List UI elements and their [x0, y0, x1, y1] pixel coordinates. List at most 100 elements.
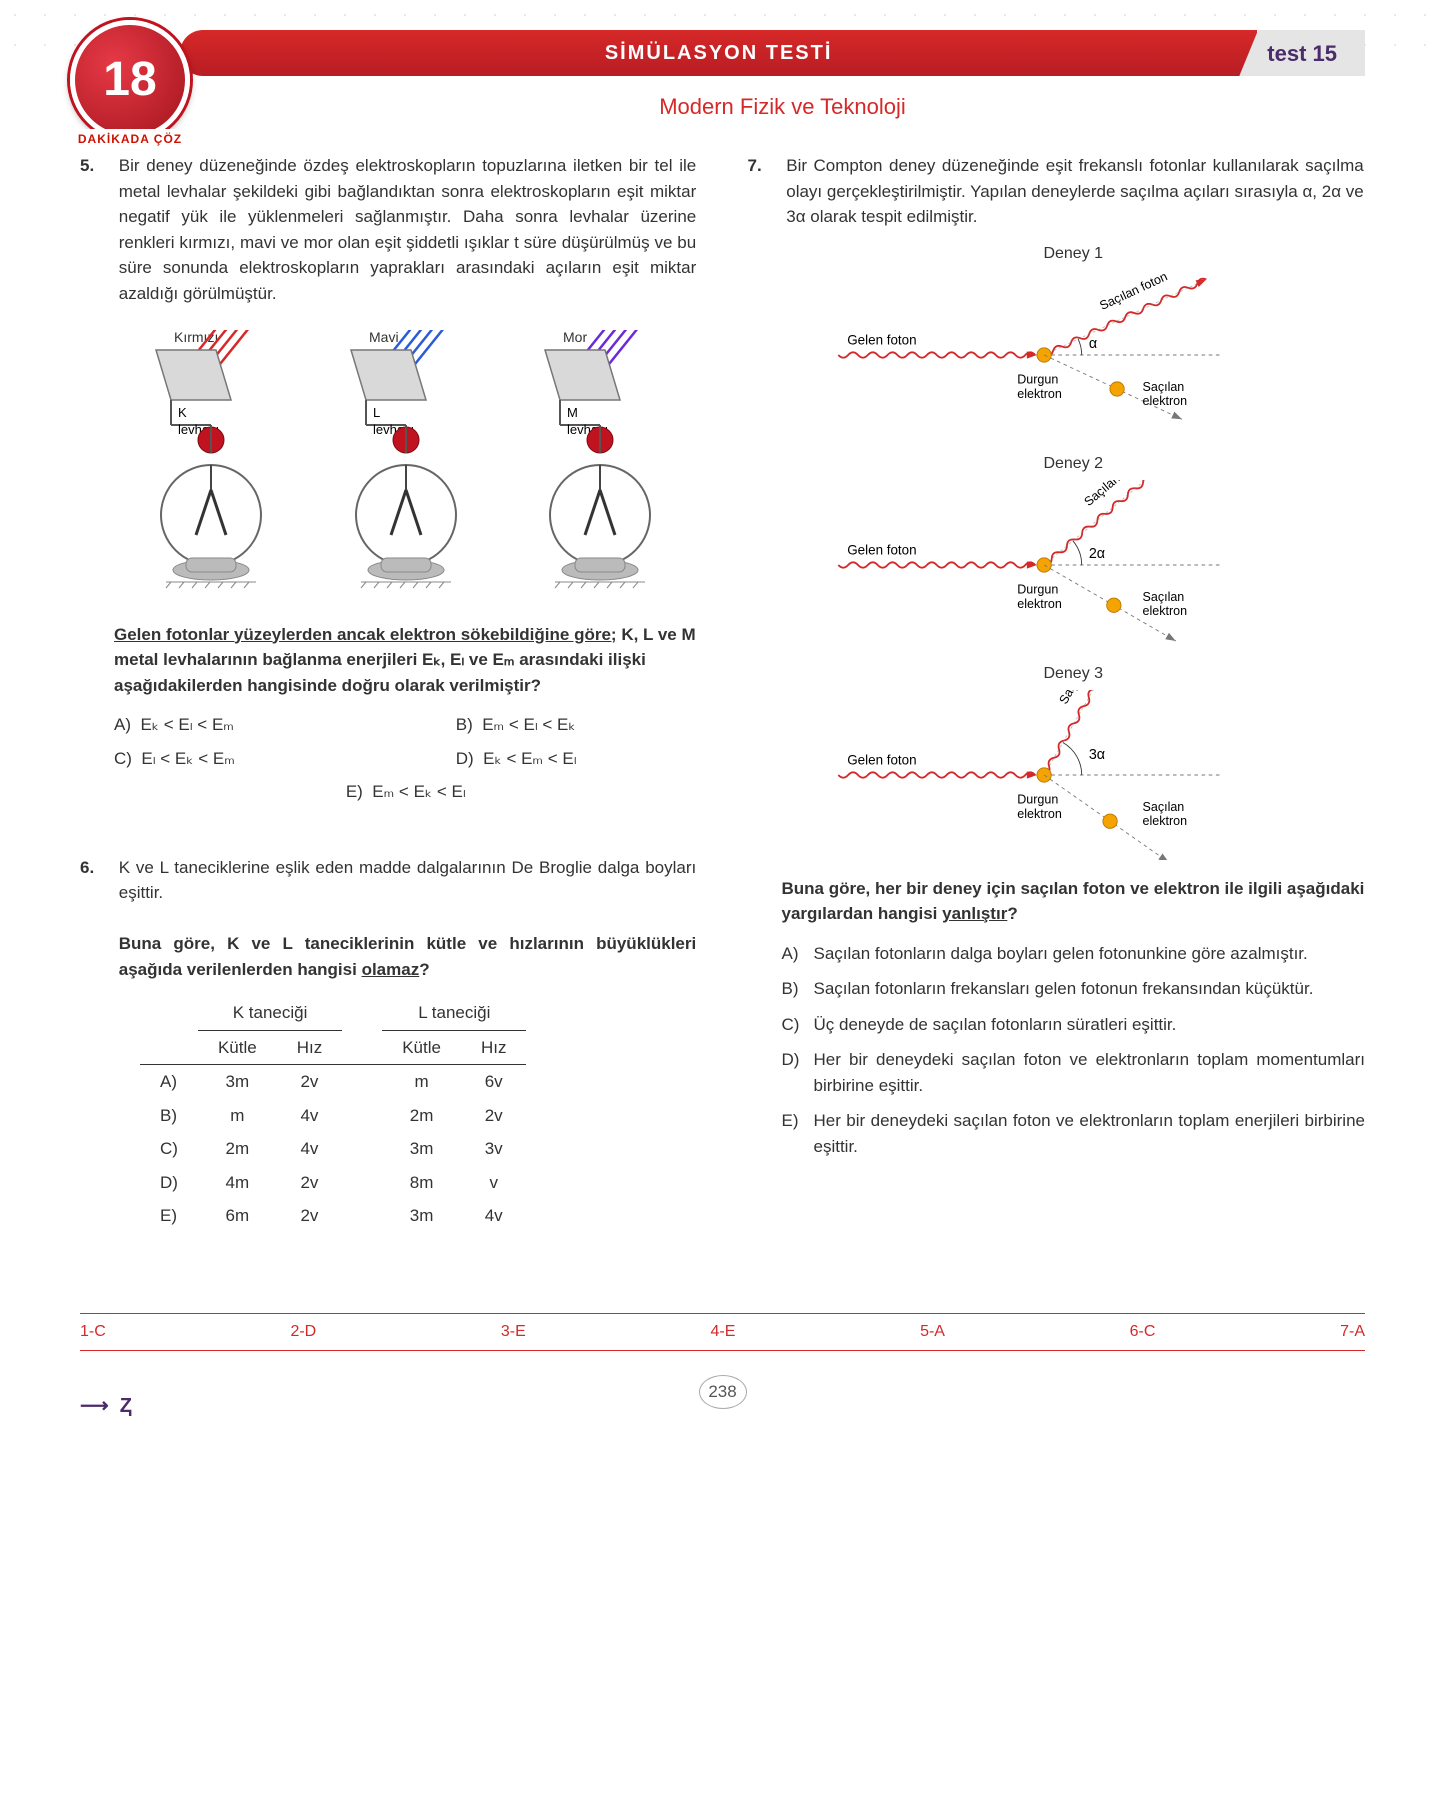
- q7-number: 7.: [748, 153, 782, 179]
- svg-text:M: M: [567, 405, 578, 420]
- q7-body: Bir Compton deney düzeneğinde eşit freka…: [786, 153, 1364, 230]
- group-k: K taneciği: [198, 996, 342, 1030]
- answer-key-item: 3-E: [501, 1320, 526, 1344]
- svg-text:Saçılan foton: Saçılan foton: [1097, 270, 1169, 313]
- q7-opt-c-text: Üç deneyde de saçılan fotonların süratle…: [814, 1012, 1177, 1038]
- svg-text:Durgun: Durgun: [1017, 582, 1058, 596]
- table-row: E) 6m2v 3m4v: [140, 1199, 526, 1233]
- svg-text:Gelen foton: Gelen foton: [847, 332, 916, 347]
- q7-opt-a: A)Saçılan fotonların dalga boyları gelen…: [782, 941, 1366, 967]
- q5-text: Bir deney düzeneğinde özdeş elektroskopl…: [119, 156, 697, 303]
- svg-text:Gelen foton: Gelen foton: [847, 542, 916, 557]
- q7-text: Bir Compton deney düzeneğinde eşit freka…: [786, 156, 1364, 226]
- q7-opt-d-text: Her bir deneydeki saçılan foton ve elekt…: [814, 1047, 1366, 1098]
- badge-circle: 18 DAKİKADA ÇÖZ: [70, 20, 190, 140]
- group-l: L taneciği: [382, 996, 526, 1030]
- answer-key-item: 6-C: [1130, 1320, 1156, 1344]
- q7-opt-e: E)Her bir deneydeki saçılan foton ve ele…: [782, 1108, 1366, 1159]
- q5-opt-b-text: Eₘ < Eₗ < Eₖ: [482, 715, 575, 734]
- page-header: 18 DAKİKADA ÇÖZ SİMÜLASYON TESTİ test 15…: [80, 30, 1365, 123]
- col-1: Hız: [277, 1030, 343, 1065]
- question-5: 5. Bir deney düzeneğinde özdeş elektrosk…: [80, 153, 698, 805]
- q5-opt-e: E) Eₘ < Eₖ < Eₗ: [114, 779, 698, 805]
- q6-prompt-u: olamaz: [362, 960, 420, 979]
- compton-title: Deney 3: [782, 662, 1366, 686]
- compton-title: Deney 1: [782, 242, 1366, 266]
- compton-diagram: Gelen foton Saçılan foton 2α Durgun elek…: [782, 480, 1366, 650]
- q6-table: K taneciği L taneciği Kütle Hız Kütle Hı…: [140, 996, 526, 1233]
- svg-text:Saçılan: Saçılan: [1142, 799, 1184, 813]
- svg-text:Saçılan foton: Saçılan foton: [1056, 690, 1105, 706]
- electroscope-diagram: Kırmızı K levhası: [131, 330, 291, 598]
- q5-opt-a: A) Eₖ < Eₗ < Eₘ: [114, 712, 356, 738]
- svg-text:Saçılan: Saçılan: [1142, 589, 1184, 603]
- compton-diagram: Gelen foton Saçılan foton α Durgun elekt…: [782, 270, 1366, 440]
- electroscope-diagram: Mor M levhası: [520, 330, 680, 598]
- compton-title: Deney 2: [782, 452, 1366, 476]
- q5-opt-d: D) Eₖ < Eₘ < Eₗ: [456, 746, 698, 772]
- q7-prompt-2: ?: [1007, 904, 1017, 923]
- answer-key-item: 5-A: [920, 1320, 945, 1344]
- col-0: Kütle: [198, 1030, 277, 1065]
- svg-text:elektron: elektron: [1017, 386, 1062, 400]
- svg-text:elektron: elektron: [1142, 814, 1187, 828]
- q6-number: 6.: [80, 855, 114, 881]
- svg-text:elektron: elektron: [1142, 604, 1187, 618]
- page-number-value: 238: [699, 1375, 747, 1409]
- q6-prompt: Buna göre, K ve L taneciklerinin kütle v…: [119, 934, 697, 979]
- q6-text: K ve L taneciklerine eşlik eden madde da…: [119, 858, 697, 903]
- right-column: 7. Bir Compton deney düzeneğinde eşit fr…: [748, 153, 1366, 1283]
- col-2: Kütle: [382, 1030, 461, 1065]
- title-bar: SİMÜLASYON TESTİ test 15: [180, 30, 1365, 76]
- svg-text:3α: 3α: [1088, 746, 1104, 762]
- answer-key-item: 7-A: [1340, 1320, 1365, 1344]
- content-columns: 5. Bir deney düzeneğinde özdeş elektrosk…: [80, 153, 1365, 1283]
- q7-opt-d: D)Her bir deneydeki saçılan foton ve ele…: [782, 1047, 1366, 1098]
- svg-text:L: L: [373, 405, 380, 420]
- svg-text:elektron: elektron: [1142, 394, 1187, 408]
- svg-text:elektron: elektron: [1017, 596, 1062, 610]
- svg-text:Saçılan: Saçılan: [1142, 379, 1184, 393]
- badge-number: 18: [103, 44, 156, 116]
- svg-text:Mavi: Mavi: [369, 330, 399, 345]
- test-tag: test 15: [1239, 30, 1365, 76]
- q5-opt-c-text: Eₗ < Eₖ < Eₘ: [141, 749, 234, 768]
- svg-text:2α: 2α: [1088, 545, 1104, 561]
- svg-text:Durgun: Durgun: [1017, 792, 1058, 806]
- svg-text:Durgun: Durgun: [1017, 372, 1058, 386]
- q5-diagrams: Kırmızı K levhası Mavi: [114, 330, 698, 598]
- col-3: Hız: [461, 1030, 527, 1065]
- q7-options: A)Saçılan fotonların dalga boyları gelen…: [782, 941, 1366, 1160]
- table-row: B) m4v 2m2v: [140, 1099, 526, 1133]
- svg-text:Gelen foton: Gelen foton: [847, 752, 916, 767]
- q7-opt-b: B)Saçılan fotonların frekansları gelen f…: [782, 976, 1366, 1002]
- compton-diagram: Gelen foton Saçılan foton 3α Durgun elek…: [782, 690, 1366, 860]
- answer-key-item: 2-D: [290, 1320, 316, 1344]
- q6-prompt-2: ?: [419, 960, 429, 979]
- time-badge: 18 DAKİKADA ÇÖZ: [70, 20, 210, 160]
- question-7: 7. Bir Compton deney düzeneğinde eşit fr…: [748, 153, 1366, 1159]
- table-row: D) 4m2v 8mv: [140, 1166, 526, 1200]
- answer-key: 1-C 2-D 3-E 4-E 5-A 6-C 7-A: [80, 1313, 1365, 1351]
- table-row: C) 2m4v 3m3v: [140, 1132, 526, 1166]
- q5-prompt-prefix: Gelen fotonlar yüzeylerden ancak elektro…: [114, 625, 617, 644]
- q7-opt-b-text: Saçılan fotonların frekansları gelen fot…: [814, 976, 1314, 1002]
- q7-opt-c: C)Üç deneyde de saçılan fotonların sürat…: [782, 1012, 1366, 1038]
- q5-opt-b: B) Eₘ < Eₗ < Eₖ: [456, 712, 698, 738]
- q6-body: K ve L taneciklerine eşlik eden madde da…: [119, 855, 697, 983]
- q7-diagrams: Deney 1 Gelen foton Saçılan foton α Durg…: [782, 242, 1366, 860]
- badge-text: DAKİKADA ÇÖZ: [72, 129, 188, 149]
- answer-key-item: 4-E: [710, 1320, 735, 1344]
- svg-text:elektron: elektron: [1017, 806, 1062, 820]
- svg-text:α: α: [1088, 335, 1096, 351]
- q7-prompt-1: Buna göre, her bir deney için saçılan fo…: [782, 879, 1365, 924]
- page-number: 238: [80, 1375, 1365, 1409]
- q7-prompt: Buna göre, her bir deney için saçılan fo…: [782, 876, 1366, 927]
- q7-prompt-u: yanlıştır: [942, 904, 1007, 923]
- q7-opt-a-text: Saçılan fotonların dalga boyları gelen f…: [814, 941, 1308, 967]
- electroscope-diagram: Mavi L levhası: [326, 330, 486, 598]
- table-col-row: Kütle Hız Kütle Hız: [140, 1030, 526, 1065]
- q5-opt-e-text: Eₘ < Eₖ < Eₗ: [372, 782, 465, 801]
- svg-text:K: K: [178, 405, 187, 420]
- answer-key-item: 1-C: [80, 1320, 106, 1344]
